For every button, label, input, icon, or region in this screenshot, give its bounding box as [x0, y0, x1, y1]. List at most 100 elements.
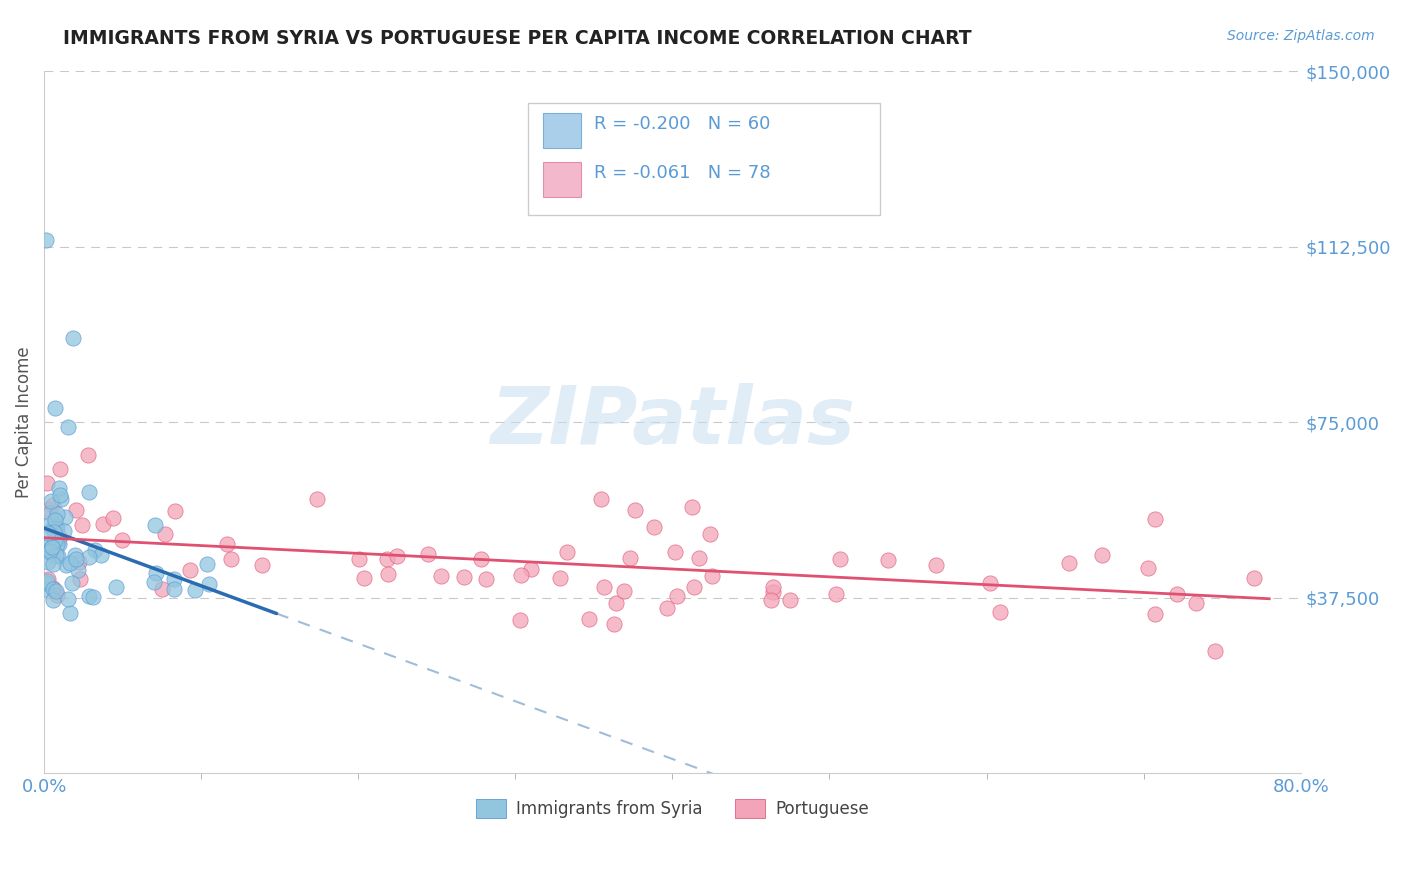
Point — [219, 552, 242, 566]
Point — [1137, 560, 1160, 574]
Point — [105, 580, 128, 594]
Point — [37, 502, 59, 516]
Point — [42, 518, 65, 533]
Point — [375, 552, 398, 566]
Point — [49, 488, 72, 502]
Point — [39, 543, 62, 558]
Point — [79, 590, 101, 604]
Point — [38, 545, 60, 559]
Point — [51, 492, 73, 507]
Point — [45, 507, 67, 521]
Point — [77, 485, 100, 500]
Point — [759, 593, 782, 607]
Point — [655, 600, 678, 615]
Text: R = -0.200   N = 60: R = -0.200 N = 60 — [595, 115, 770, 133]
Point — [34, 582, 56, 597]
Point — [591, 492, 613, 507]
Point — [666, 589, 689, 603]
Point — [179, 563, 201, 577]
Point — [349, 552, 371, 566]
Point — [195, 557, 218, 571]
Text: IMMIGRANTS FROM SYRIA VS PORTUGUESE PER CAPITA INCOME CORRELATION CHART: IMMIGRANTS FROM SYRIA VS PORTUGUESE PER … — [63, 29, 972, 47]
Point — [979, 576, 1001, 591]
Point — [1091, 548, 1114, 562]
Point — [34, 233, 56, 247]
Point — [67, 555, 90, 569]
Point — [48, 537, 70, 551]
Point — [1184, 597, 1206, 611]
Point — [762, 585, 785, 599]
Point — [35, 574, 58, 588]
Point — [59, 606, 82, 620]
Point — [700, 569, 723, 583]
Point — [578, 612, 600, 626]
FancyBboxPatch shape — [543, 162, 581, 197]
Point — [41, 593, 63, 607]
Point — [1204, 644, 1226, 658]
Point — [305, 492, 328, 507]
Point — [145, 566, 167, 580]
Point — [37, 572, 59, 586]
Point — [45, 584, 67, 599]
Point — [699, 527, 721, 541]
Point — [163, 572, 186, 586]
Point — [215, 537, 238, 551]
Point — [150, 582, 173, 596]
Point — [46, 549, 69, 563]
Point — [990, 605, 1012, 619]
Point — [613, 584, 636, 599]
Point — [76, 448, 98, 462]
Point — [682, 500, 704, 514]
Point — [418, 548, 440, 562]
Point — [184, 583, 207, 598]
Point — [65, 503, 87, 517]
Point — [38, 518, 60, 533]
Point — [34, 540, 56, 554]
Y-axis label: Per Capita Income: Per Capita Income — [15, 346, 32, 498]
Point — [79, 549, 101, 564]
Point — [664, 545, 686, 559]
Point — [925, 558, 948, 572]
Point — [58, 556, 80, 570]
Point — [779, 593, 801, 607]
Point — [45, 588, 67, 602]
Point — [520, 562, 543, 576]
Point — [142, 575, 165, 590]
Point — [58, 420, 80, 434]
Point — [39, 506, 62, 520]
Point — [143, 518, 166, 533]
Point — [830, 552, 852, 566]
Point — [37, 555, 59, 569]
Point — [252, 558, 274, 572]
Point — [624, 503, 647, 517]
Point — [1243, 571, 1265, 585]
Point — [44, 401, 66, 416]
Point — [34, 575, 56, 590]
Point — [83, 542, 105, 557]
Point — [377, 567, 399, 582]
Point — [69, 573, 91, 587]
Legend: Immigrants from Syria, Portuguese: Immigrants from Syria, Portuguese — [470, 792, 876, 825]
Text: Source: ZipAtlas.com: Source: ZipAtlas.com — [1227, 29, 1375, 43]
Point — [682, 580, 704, 594]
Point — [555, 545, 578, 559]
Point — [45, 522, 67, 536]
Point — [42, 498, 65, 512]
Point — [353, 571, 375, 585]
Point — [67, 563, 90, 577]
Point — [605, 596, 627, 610]
Point — [46, 537, 69, 551]
Point — [49, 462, 72, 476]
Point — [44, 525, 66, 540]
Point — [42, 548, 65, 562]
Point — [1143, 512, 1166, 526]
Point — [385, 549, 408, 563]
Point — [46, 520, 69, 534]
FancyBboxPatch shape — [543, 113, 581, 148]
Point — [60, 576, 83, 591]
Point — [41, 541, 63, 555]
Point — [688, 550, 710, 565]
Point — [101, 511, 124, 525]
Point — [53, 510, 76, 524]
Point — [39, 493, 62, 508]
